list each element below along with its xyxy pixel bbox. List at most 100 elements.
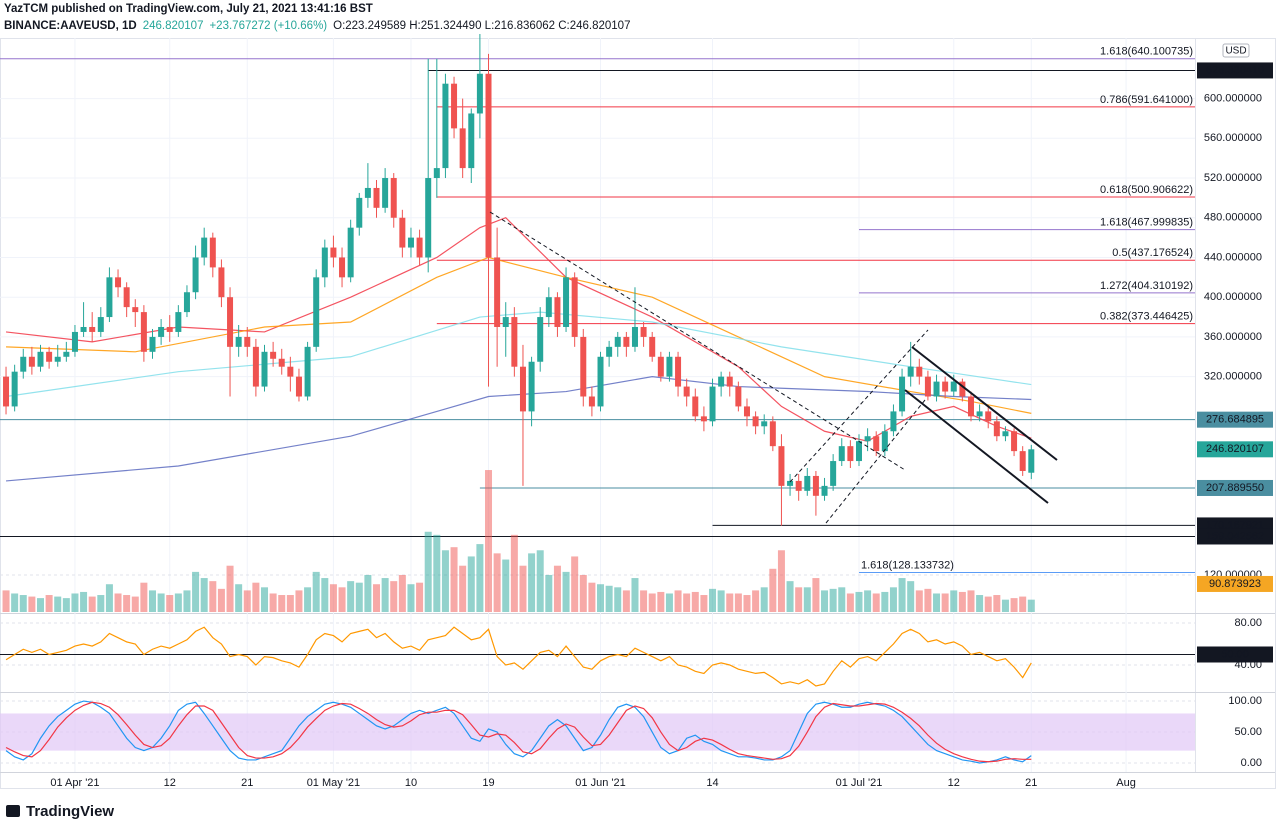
x-tick-label: 01 Jun '21: [575, 777, 625, 789]
candle-body: [287, 366, 294, 377]
fib-label: 1.618(467.999835): [1100, 217, 1193, 229]
x-tick-label: 12: [948, 777, 960, 789]
x-tick-label: 12: [164, 777, 176, 789]
x-tick-label: 19: [482, 777, 494, 789]
candle-body: [407, 237, 414, 248]
volume-bar: [200, 578, 208, 612]
marks: 1.618(640.100735) 0.786(591.641000) 0.618(…: [0, 34, 1195, 764]
candle-body: [752, 416, 759, 427]
volume-bar: [54, 596, 62, 612]
candle-body: [890, 411, 897, 432]
volume-bar: [700, 595, 708, 612]
x-tick-label: Aug: [1116, 777, 1136, 789]
candle-body: [494, 257, 501, 327]
candle-body: [451, 83, 458, 129]
fib-label: 0.786(591.641000): [1100, 94, 1193, 106]
volume-bar: [312, 571, 320, 612]
volume-bar: [209, 581, 217, 612]
candle-body: [218, 267, 225, 298]
y-tick-label: 0.00: [1241, 757, 1262, 769]
volume-bar: [821, 590, 829, 612]
volume-bar: [140, 582, 148, 612]
x-tick-label: 14: [706, 777, 718, 789]
candle-body: [433, 168, 440, 179]
volume-bar: [958, 591, 966, 612]
candle-body: [881, 431, 888, 452]
fib-label: 0.618(500.906622): [1100, 184, 1193, 196]
volume-bar: [226, 565, 234, 612]
candle-body: [63, 351, 70, 357]
candle-body: [631, 326, 638, 347]
candle-body: [743, 406, 750, 417]
candle-body: [812, 475, 819, 496]
candle-body: [304, 346, 311, 397]
volume-bar: [777, 550, 785, 612]
price-level-box: [1197, 411, 1273, 428]
candle-body: [700, 416, 707, 422]
price-level-label: 276.684895: [1206, 414, 1264, 426]
volume-bar: [648, 593, 656, 612]
volume-bar: [157, 593, 165, 612]
candle-body: [382, 178, 389, 208]
volume-bar: [269, 593, 277, 612]
candle-body: [1019, 451, 1026, 471]
quote-line: BINANCE:AAVEUSD, 1D 246.820107 +23.767272 …: [4, 20, 630, 32]
y-tick-label: 560.000000: [1204, 132, 1262, 144]
candle-body: [804, 475, 811, 491]
volume-bar: [933, 593, 941, 612]
candle-body: [830, 461, 837, 486]
candle-body: [683, 386, 690, 397]
candle-body: [545, 297, 552, 318]
y-tick-label: 320.000000: [1204, 371, 1262, 383]
volume-bar: [467, 556, 475, 612]
volume-bar: [355, 582, 363, 612]
candle-body: [485, 73, 492, 258]
volume-bar: [174, 593, 182, 612]
candle-body: [425, 178, 432, 258]
candle-body: [183, 292, 190, 313]
volume-bar: [148, 590, 156, 612]
volume-bar: [691, 591, 699, 612]
volume-bar: [321, 578, 329, 612]
candle-body: [244, 336, 251, 347]
candle-body: [847, 446, 854, 462]
volume-bar: [416, 582, 424, 612]
candle-body: [97, 317, 104, 332]
x-tick-label: 01 Jul '21: [836, 777, 883, 789]
indicator-line: [5, 700, 1032, 764]
y-tick-label: 360.000000: [1204, 331, 1262, 343]
volume-bar: [502, 559, 510, 612]
logo-mark: [6, 805, 20, 817]
candle-body: [20, 356, 27, 372]
volume-bar: [907, 581, 915, 612]
volume-bar: [1027, 599, 1035, 612]
volume-bar: [571, 556, 579, 612]
volume-bar: [278, 595, 286, 612]
x-tick-label: 21: [241, 777, 253, 789]
moving-average: [5, 376, 1032, 482]
candle-body: [873, 436, 880, 452]
candle-body: [390, 178, 397, 218]
volume-bar: [373, 584, 381, 612]
candle-body: [838, 446, 845, 462]
volume-bar: [519, 565, 527, 612]
volume-bar: [683, 593, 691, 612]
volume-bar: [786, 581, 794, 612]
volume-bar: [105, 584, 113, 612]
brand: TradingView: [26, 803, 114, 820]
volume-bar: [398, 574, 406, 612]
candle-body: [339, 257, 346, 278]
volume-bar: [665, 593, 673, 612]
volume-bar: [545, 574, 553, 612]
price-level-box: [1197, 479, 1273, 496]
candle-body: [967, 396, 974, 417]
dashed-trendline: [789, 329, 929, 483]
volume-bar: [803, 587, 811, 612]
symbol: BINANCE:AAVEUSD, 1D: [4, 20, 137, 32]
candle-body: [614, 336, 621, 347]
candle-body: [985, 411, 992, 422]
candle-body: [278, 358, 285, 367]
